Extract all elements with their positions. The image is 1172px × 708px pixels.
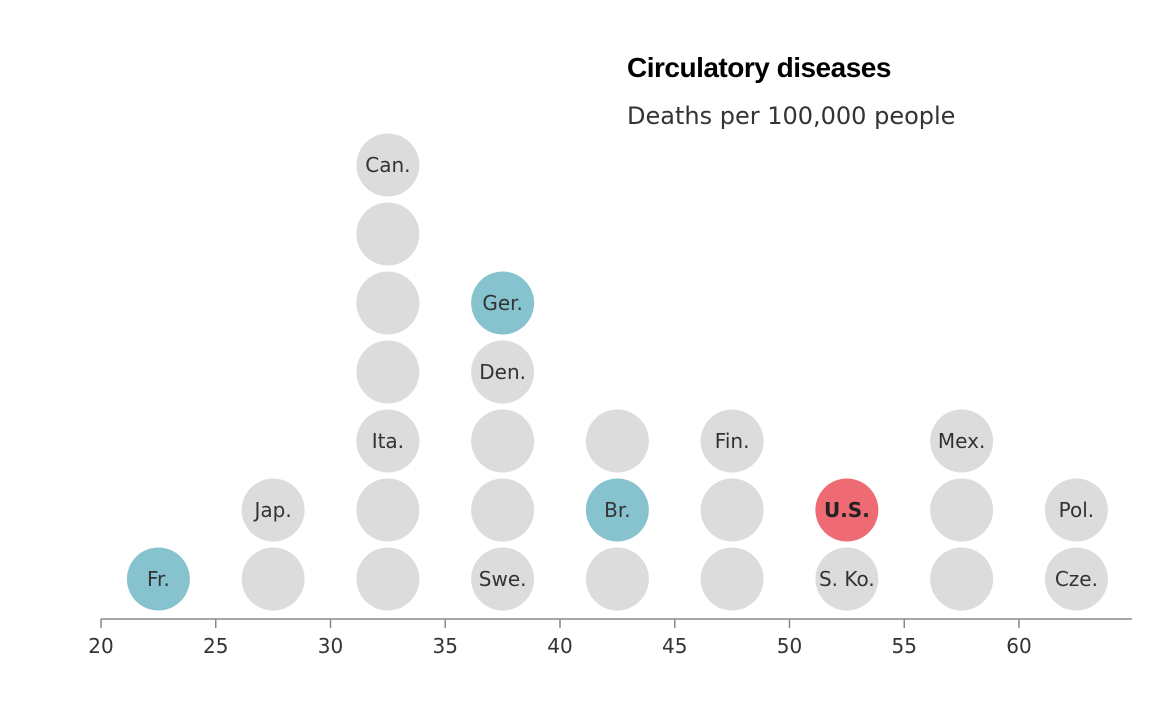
dot-marker — [930, 547, 994, 611]
dot-label: Fin. — [715, 429, 750, 453]
dot-circle — [700, 478, 764, 542]
dot-circle — [471, 547, 535, 611]
dot-circle — [700, 547, 764, 611]
x-tick-label: 60 — [1006, 634, 1031, 658]
dot-circle — [126, 547, 190, 611]
dot-circle — [930, 547, 994, 611]
dot-circle — [356, 271, 420, 335]
dot-marker — [356, 340, 420, 404]
dot-marker: Mex. — [930, 409, 994, 473]
dot-circle — [585, 409, 649, 473]
dot-label: Br. — [604, 498, 630, 522]
dot-circle — [471, 271, 535, 335]
dot-marker: U.S. — [815, 478, 879, 542]
dot-circle — [471, 340, 535, 404]
dot-circle — [356, 547, 420, 611]
dot-marker — [356, 202, 420, 266]
dot-circle — [356, 133, 420, 197]
dot-label: Can. — [365, 153, 410, 177]
dot-marker: Swe. — [471, 547, 535, 611]
dot-circle — [471, 409, 535, 473]
dot-circle — [471, 478, 535, 542]
dot-marker — [585, 409, 649, 473]
dot-marker — [700, 478, 764, 542]
x-axis: 20 25 30 35 40 45 50 55 60 — [88, 618, 1132, 658]
x-tick-label: 30 — [318, 634, 343, 658]
dot-label: Cze. — [1055, 567, 1098, 591]
dot-marker — [356, 547, 420, 611]
dot-label: Swe. — [479, 567, 527, 591]
dot-circle — [241, 547, 305, 611]
x-tick-label: 25 — [203, 634, 228, 658]
dot-marker: Cze. — [1044, 547, 1108, 611]
dot-label: Pol. — [1059, 498, 1095, 522]
dots-layer: Fr. Jap. Ita. Can. Swe. Den. Ger. Br. Fin. S. Ko.… — [126, 133, 1108, 611]
dot-circle — [585, 547, 649, 611]
dot-marker: Fin. — [700, 409, 764, 473]
dot-label: S. Ko. — [819, 567, 875, 591]
x-tick-label: 35 — [433, 634, 458, 658]
dot-circle — [930, 478, 994, 542]
dot-marker — [930, 478, 994, 542]
dot-circle — [356, 340, 420, 404]
dot-marker — [356, 271, 420, 335]
dot-label: Ger. — [482, 291, 523, 315]
dot-marker: Den. — [471, 340, 535, 404]
x-tick-label: 55 — [892, 634, 917, 658]
x-tick-label: 50 — [777, 634, 802, 658]
dot-marker: Br. — [585, 478, 649, 542]
dot-marker: Fr. — [126, 547, 190, 611]
dot-marker — [585, 547, 649, 611]
dot-circle — [930, 409, 994, 473]
dot-marker: Jap. — [241, 478, 305, 542]
dot-label: Fr. — [147, 567, 170, 591]
dot-label: Jap. — [253, 498, 292, 522]
x-tick-label: 45 — [662, 634, 687, 658]
dot-circle — [815, 547, 879, 611]
dot-marker: S. Ko. — [815, 547, 879, 611]
chart-subtitle: Deaths per 100,000 people — [627, 102, 956, 130]
dot-circle — [1044, 478, 1108, 542]
chart-title: Circulatory diseases — [627, 52, 891, 83]
dot-circle — [356, 202, 420, 266]
dot-marker: Ger. — [471, 271, 535, 335]
dot-label: Ita. — [372, 429, 404, 453]
dot-marker — [471, 478, 535, 542]
dot-marker: Pol. — [1044, 478, 1108, 542]
dot-circle — [585, 478, 649, 542]
dot-marker — [700, 547, 764, 611]
dot-marker — [471, 409, 535, 473]
dot-label: Den. — [479, 360, 526, 384]
dot-circle — [815, 478, 879, 542]
dot-label: Mex. — [938, 429, 985, 453]
dot-marker: Can. — [356, 133, 420, 197]
dot-label: U.S. — [824, 498, 870, 522]
x-tick-label: 40 — [547, 634, 572, 658]
dot-circle — [1044, 547, 1108, 611]
dot-marker — [356, 478, 420, 542]
x-tick-label: 20 — [88, 634, 113, 658]
dot-circle — [700, 409, 764, 473]
dot-circle — [241, 478, 305, 542]
dot-circle — [356, 409, 420, 473]
dot-marker: Ita. — [356, 409, 420, 473]
dot-marker — [241, 547, 305, 611]
dot-circle — [356, 478, 420, 542]
